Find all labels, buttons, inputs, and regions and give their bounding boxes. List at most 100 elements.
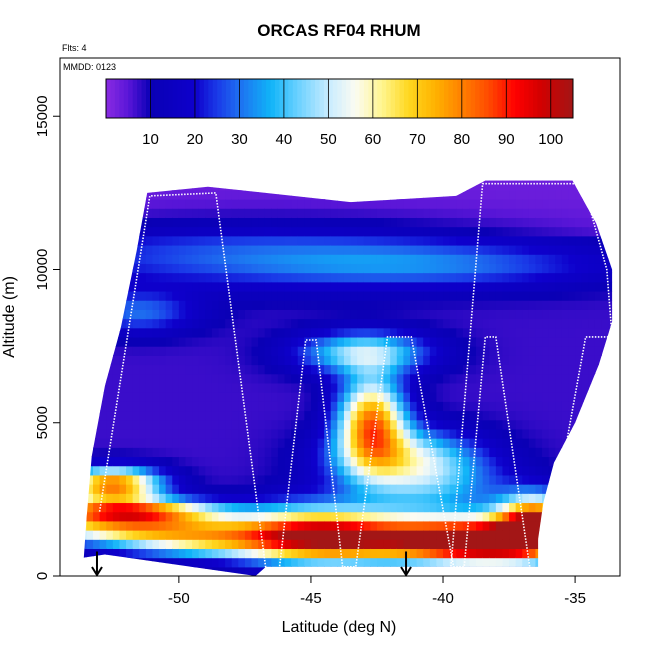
heat-cell — [561, 410, 570, 421]
heat-cell — [178, 217, 187, 228]
heat-cell — [211, 465, 220, 476]
heat-cell — [462, 281, 471, 292]
heat-cell — [528, 419, 537, 430]
heat-cell — [152, 364, 160, 375]
heat-cell — [165, 438, 173, 448]
heat-cell — [469, 410, 477, 421]
heat-cell — [350, 401, 358, 412]
heat-cell — [159, 511, 167, 522]
heat-cell — [429, 447, 438, 458]
heat-cell — [396, 401, 404, 412]
heat-cell — [575, 539, 583, 550]
heat-cell — [370, 502, 378, 513]
heat-cell — [495, 493, 504, 504]
heat-cell — [449, 346, 457, 356]
heat-cell — [601, 548, 609, 559]
heat-cell — [178, 318, 187, 329]
heat-cell — [542, 189, 550, 200]
heat-cell — [594, 438, 603, 448]
heat-cell — [251, 493, 259, 504]
heat-cell — [284, 235, 292, 246]
heat-cell — [132, 539, 140, 550]
heat-cell — [198, 235, 206, 246]
heat-cell — [502, 180, 510, 182]
heat-cell — [363, 456, 371, 467]
heat-cell — [416, 364, 424, 375]
heat-cell — [218, 419, 226, 430]
heat-cell — [277, 336, 286, 347]
heat-cell — [205, 401, 213, 412]
heat-cell — [165, 180, 173, 191]
heat-cell — [304, 244, 312, 255]
heat-cell — [482, 208, 490, 218]
flight-track — [98, 182, 613, 571]
heat-cell — [357, 217, 365, 228]
heat-cell — [231, 244, 239, 255]
heat-cell — [126, 419, 134, 430]
heat-cell — [403, 318, 411, 329]
heat-cell — [509, 548, 517, 559]
heat-cell — [436, 548, 444, 559]
heat-cell — [515, 198, 523, 209]
heat-cell — [119, 428, 127, 439]
heat-cell — [310, 318, 319, 329]
heat-cell — [231, 281, 239, 292]
heat-cell — [575, 557, 583, 568]
heat-cell — [548, 217, 556, 228]
colorbar-swatch — [203, 79, 209, 118]
heat-cell — [145, 318, 154, 329]
heat-cell — [561, 318, 570, 329]
heat-cell — [192, 180, 200, 182]
heat-cell — [330, 539, 338, 550]
heat-cell — [542, 419, 550, 430]
heat-cell — [145, 474, 154, 485]
heat-cell — [165, 502, 173, 513]
heat-cell — [132, 530, 140, 540]
heat-cell — [73, 466, 80, 476]
heat-cell — [112, 456, 121, 467]
heat-cell — [218, 392, 226, 402]
heat-cell — [225, 438, 233, 448]
colorbar-swatch — [479, 79, 485, 118]
heat-cell — [165, 198, 173, 209]
heat-cell — [106, 502, 114, 513]
heat-cell — [198, 272, 206, 283]
heat-cell — [370, 520, 378, 531]
heat-cell — [271, 401, 279, 412]
heat-cell — [178, 327, 187, 338]
heat-cell — [515, 539, 523, 550]
heat-cell — [410, 428, 418, 439]
heat-cell — [416, 300, 424, 310]
heat-cell — [291, 557, 299, 568]
heat-cell — [258, 401, 266, 412]
heat-cell — [469, 180, 477, 191]
heat-cell — [304, 180, 312, 182]
heat-cell — [482, 346, 490, 356]
heat-cell — [357, 511, 365, 522]
heat-cell — [588, 318, 596, 329]
heat-cell — [594, 254, 603, 264]
heat-cell — [588, 355, 596, 366]
heat-cell — [258, 244, 266, 255]
heat-cell — [343, 419, 352, 430]
heat-cell — [462, 244, 471, 255]
heat-cell — [324, 336, 332, 347]
heat-cell — [343, 189, 352, 200]
colorbar-tick-label: 10 — [142, 131, 159, 148]
heat-cell — [86, 373, 94, 384]
heat-cell — [83, 318, 88, 329]
heat-cell — [93, 189, 101, 200]
heat-cell — [238, 474, 246, 485]
heat-cell — [396, 180, 404, 191]
heat-cell — [106, 401, 114, 412]
heat-cell — [99, 484, 107, 494]
heat-cell — [119, 373, 127, 384]
heat-cell — [449, 392, 457, 402]
heat-cell — [337, 493, 345, 504]
heat-cell — [581, 272, 589, 283]
heat-cell — [476, 235, 484, 246]
heat-cell — [416, 336, 424, 347]
heat-cell — [555, 254, 563, 264]
heat-cell — [542, 281, 550, 292]
heat-cell — [443, 180, 451, 182]
